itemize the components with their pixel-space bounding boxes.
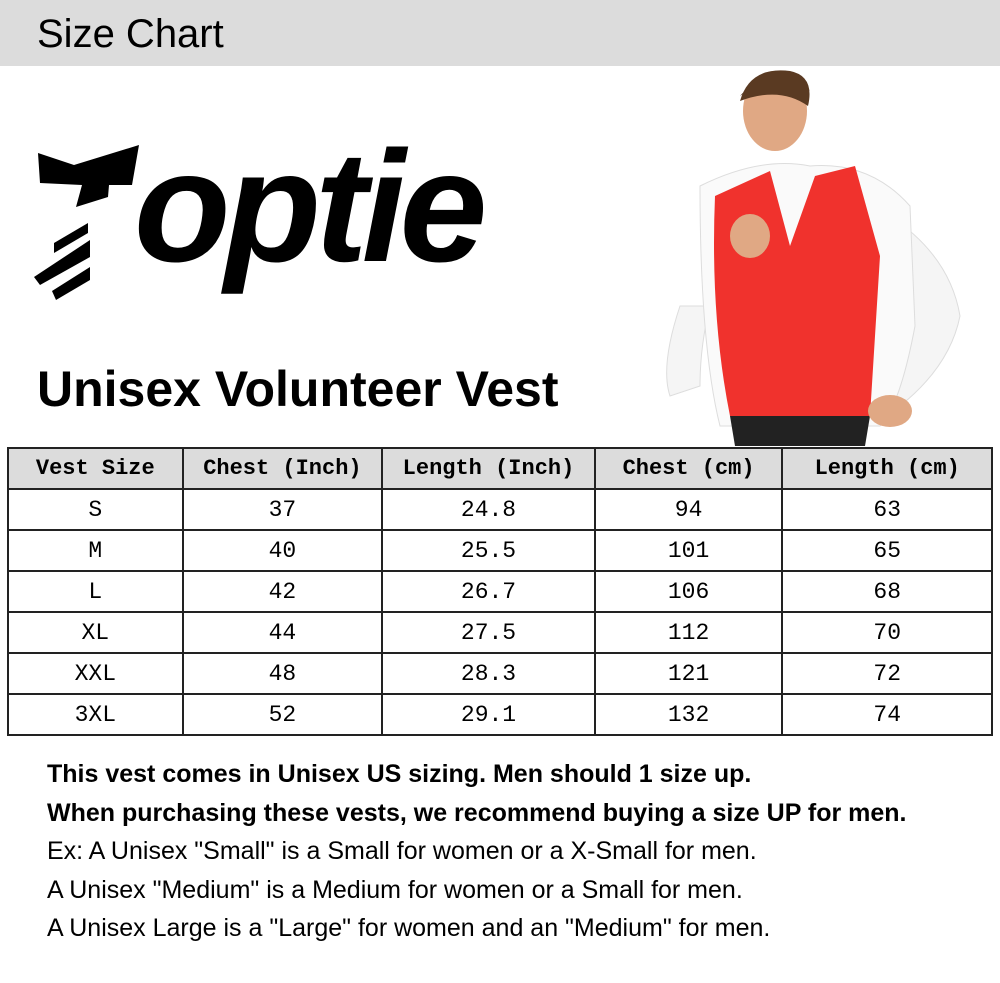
table-header-row: Vest Size Chest (Inch) Length (Inch) Che…: [7, 447, 993, 490]
table-cell: 37: [181, 488, 384, 531]
table-cell: 28.3: [381, 652, 596, 695]
table-row: L 42 26.7 106 68: [7, 570, 993, 613]
table-row: XL 44 27.5 112 70: [7, 611, 993, 654]
model-photo: [666, 70, 961, 446]
table-cell: 48: [181, 652, 384, 695]
table-cell: 26.7: [381, 570, 596, 613]
table-cell: 101: [593, 529, 784, 572]
table-cell: 68: [781, 570, 993, 613]
column-header: Vest Size: [7, 447, 184, 490]
note: A Unisex Large is a "Large" for women an…: [47, 914, 771, 942]
table-cell: 27.5: [381, 611, 596, 654]
table-cell: M: [7, 529, 184, 572]
table-cell: S: [7, 488, 184, 531]
table-cell: 3XL: [7, 693, 184, 736]
tie-icon: [34, 145, 139, 300]
column-header: Chest (Inch): [181, 447, 384, 490]
table-cell: 74: [781, 693, 993, 736]
sizing-notes: This vest comes in Unisex US sizing. Men…: [47, 755, 987, 948]
product-title: Unisex Volunteer Vest: [37, 361, 559, 417]
table-row: M 40 25.5 101 65: [7, 529, 993, 572]
table-row: 3XL 52 29.1 132 74: [7, 693, 993, 736]
table-cell: 94: [593, 488, 784, 531]
header-bar: Size Chart: [0, 0, 1000, 66]
header-title: Size Chart: [37, 12, 224, 56]
table-cell: 72: [781, 652, 993, 695]
note: Ex: A Unisex "Small" is a Small for wome…: [47, 837, 757, 865]
table-cell: 52: [181, 693, 384, 736]
table-cell: L: [7, 570, 184, 613]
column-header: Length (cm): [781, 447, 993, 490]
table-cell: 65: [781, 529, 993, 572]
table-cell: 44: [181, 611, 384, 654]
note: A Unisex "Medium" is a Medium for women …: [47, 875, 743, 904]
table-cell: 112: [593, 611, 784, 654]
note-bold: When purchasing these vests, we recommen…: [47, 798, 907, 827]
table-cell: XXL: [7, 652, 184, 695]
table-row: XXL 48 28.3 121 72: [7, 652, 993, 695]
column-header: Length (Inch): [381, 447, 596, 490]
table-cell: 42: [181, 570, 384, 613]
size-table: Vest Size Chest (Inch) Length (Inch) Che…: [7, 447, 993, 736]
table-cell: XL: [7, 611, 184, 654]
table-cell: 25.5: [381, 529, 596, 572]
table-cell: 132: [593, 693, 784, 736]
table-row: S 37 24.8 94 63: [7, 488, 993, 531]
table-cell: 70: [781, 611, 993, 654]
table-cell: 29.1: [381, 693, 596, 736]
table-cell: 24.8: [381, 488, 596, 531]
table-cell: 63: [781, 488, 993, 531]
logo-text: optie: [134, 119, 487, 295]
column-header: Chest (cm): [593, 447, 784, 490]
note-bold: This vest comes in Unisex US sizing. Men…: [47, 760, 752, 788]
table-cell: 40: [181, 529, 384, 572]
table-cell: 106: [593, 570, 784, 613]
brand-logo: optie: [34, 119, 494, 305]
table-cell: 121: [593, 652, 784, 695]
